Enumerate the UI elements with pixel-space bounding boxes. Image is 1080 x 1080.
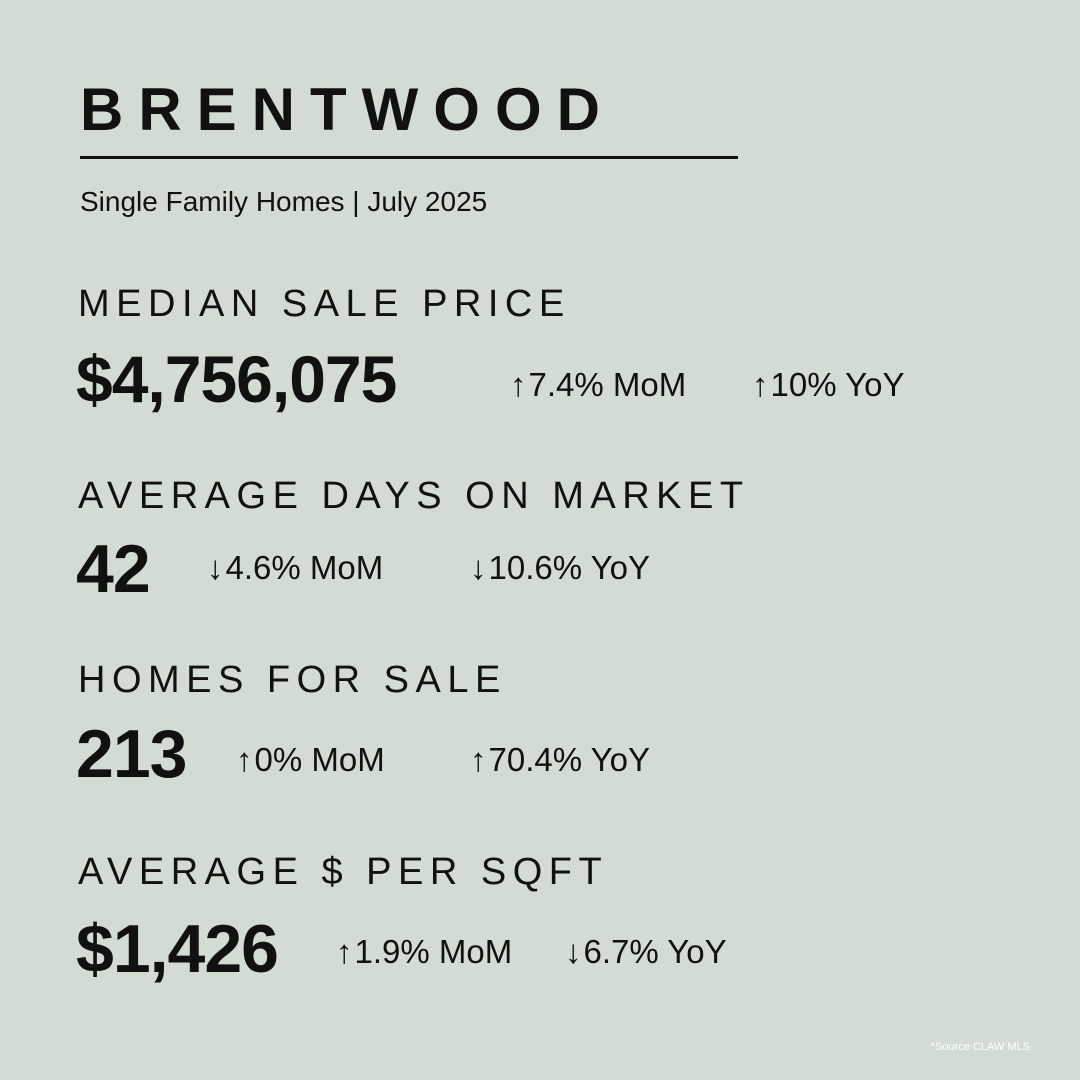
mom-text: 0% MoM bbox=[254, 741, 385, 778]
yoy-text: 10.6% YoY bbox=[488, 549, 651, 586]
metric-label-homes-for-sale: HOMES FOR SALE bbox=[78, 659, 507, 701]
page-subtitle: Single Family Homes | July 2025 bbox=[80, 186, 488, 217]
arrow-up-icon: ↑ bbox=[470, 741, 487, 778]
metric-yoy-homes-for-sale: ↑70.4% YoY bbox=[470, 740, 650, 780]
yoy-text: 70.4% YoY bbox=[488, 741, 651, 778]
metric-label-average-days-on-market: AVERAGE DAYS ON MARKET bbox=[78, 475, 750, 517]
arrow-down-icon: ↓ bbox=[565, 933, 582, 970]
title-divider bbox=[80, 156, 738, 159]
metric-yoy-average-price-per-sqft: ↓6.7% YoY bbox=[565, 932, 727, 972]
mom-text: 4.6% MoM bbox=[225, 549, 384, 586]
metric-label-median-sale-price: MEDIAN SALE PRICE bbox=[78, 283, 571, 325]
page-title: BRENTWOOD bbox=[80, 76, 615, 143]
arrow-up-icon: ↑ bbox=[510, 366, 527, 403]
metric-mom-homes-for-sale: ↑0% MoM bbox=[236, 740, 385, 780]
metric-value-average-days-on-market: 42 bbox=[76, 531, 151, 607]
metric-mom-average-price-per-sqft: ↑1.9% MoM bbox=[336, 932, 512, 972]
yoy-text: 10% YoY bbox=[770, 366, 905, 403]
arrow-up-icon: ↑ bbox=[752, 366, 769, 403]
yoy-text: 6.7% YoY bbox=[583, 933, 727, 970]
mom-text: 1.9% MoM bbox=[354, 933, 513, 970]
arrow-down-icon: ↓ bbox=[470, 549, 487, 586]
metric-mom-average-days-on-market: ↓4.6% MoM bbox=[207, 548, 383, 588]
metric-value-average-price-per-sqft: $1,426 bbox=[76, 911, 279, 987]
arrow-up-icon: ↑ bbox=[236, 741, 253, 778]
metric-value-median-sale-price: $4,756,075 bbox=[76, 342, 397, 416]
metric-yoy-median-sale-price: ↑10% YoY bbox=[752, 365, 904, 405]
metric-mom-median-sale-price: ↑7.4% MoM bbox=[510, 365, 686, 405]
mom-text: 7.4% MoM bbox=[528, 366, 687, 403]
arrow-down-icon: ↓ bbox=[207, 549, 224, 586]
metric-value-homes-for-sale: 213 bbox=[76, 716, 187, 792]
metric-yoy-average-days-on-market: ↓10.6% YoY bbox=[470, 548, 650, 588]
source-note: *Source CLAW MLS bbox=[930, 1041, 1030, 1053]
metric-label-average-price-per-sqft: AVERAGE $ PER SQFT bbox=[78, 851, 609, 893]
arrow-up-icon: ↑ bbox=[336, 933, 353, 970]
